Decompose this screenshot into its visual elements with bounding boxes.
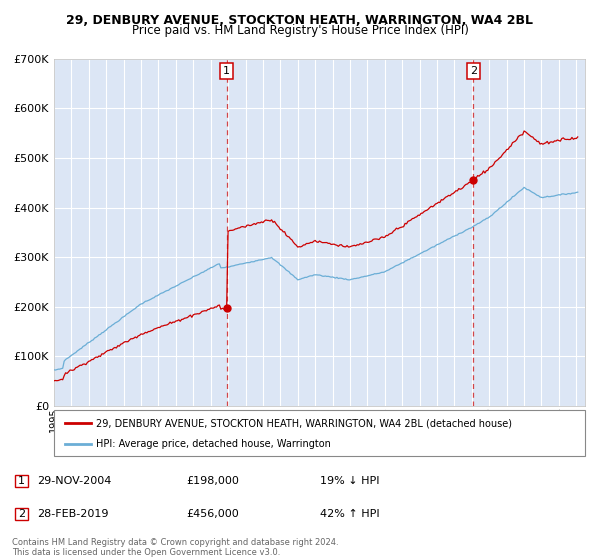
Text: 2: 2	[470, 66, 477, 76]
Text: 29, DENBURY AVENUE, STOCKTON HEATH, WARRINGTON, WA4 2BL: 29, DENBURY AVENUE, STOCKTON HEATH, WARR…	[67, 14, 533, 27]
Text: 29, DENBURY AVENUE, STOCKTON HEATH, WARRINGTON, WA4 2BL (detached house): 29, DENBURY AVENUE, STOCKTON HEATH, WARR…	[97, 418, 512, 428]
Text: 1: 1	[223, 66, 230, 76]
Text: 28-FEB-2019: 28-FEB-2019	[37, 509, 109, 519]
Text: 2: 2	[18, 509, 25, 519]
Text: Price paid vs. HM Land Registry's House Price Index (HPI): Price paid vs. HM Land Registry's House …	[131, 24, 469, 37]
Text: £198,000: £198,000	[186, 476, 239, 486]
Text: £456,000: £456,000	[186, 509, 239, 519]
Text: 42% ↑ HPI: 42% ↑ HPI	[320, 509, 379, 519]
Text: 19% ↓ HPI: 19% ↓ HPI	[320, 476, 379, 486]
FancyBboxPatch shape	[54, 410, 585, 456]
Text: Contains HM Land Registry data © Crown copyright and database right 2024.
This d: Contains HM Land Registry data © Crown c…	[12, 538, 338, 557]
Bar	[15, 475, 28, 487]
Bar	[15, 508, 28, 520]
Text: 1: 1	[18, 476, 25, 486]
Text: 29-NOV-2004: 29-NOV-2004	[37, 476, 111, 486]
Text: HPI: Average price, detached house, Warrington: HPI: Average price, detached house, Warr…	[97, 438, 331, 449]
